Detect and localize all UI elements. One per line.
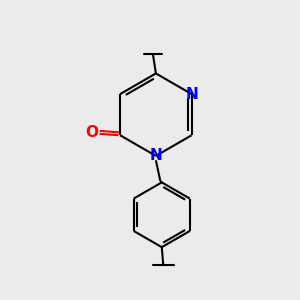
Text: N: N (185, 87, 198, 102)
Text: N: N (149, 148, 162, 164)
Text: O: O (86, 125, 99, 140)
